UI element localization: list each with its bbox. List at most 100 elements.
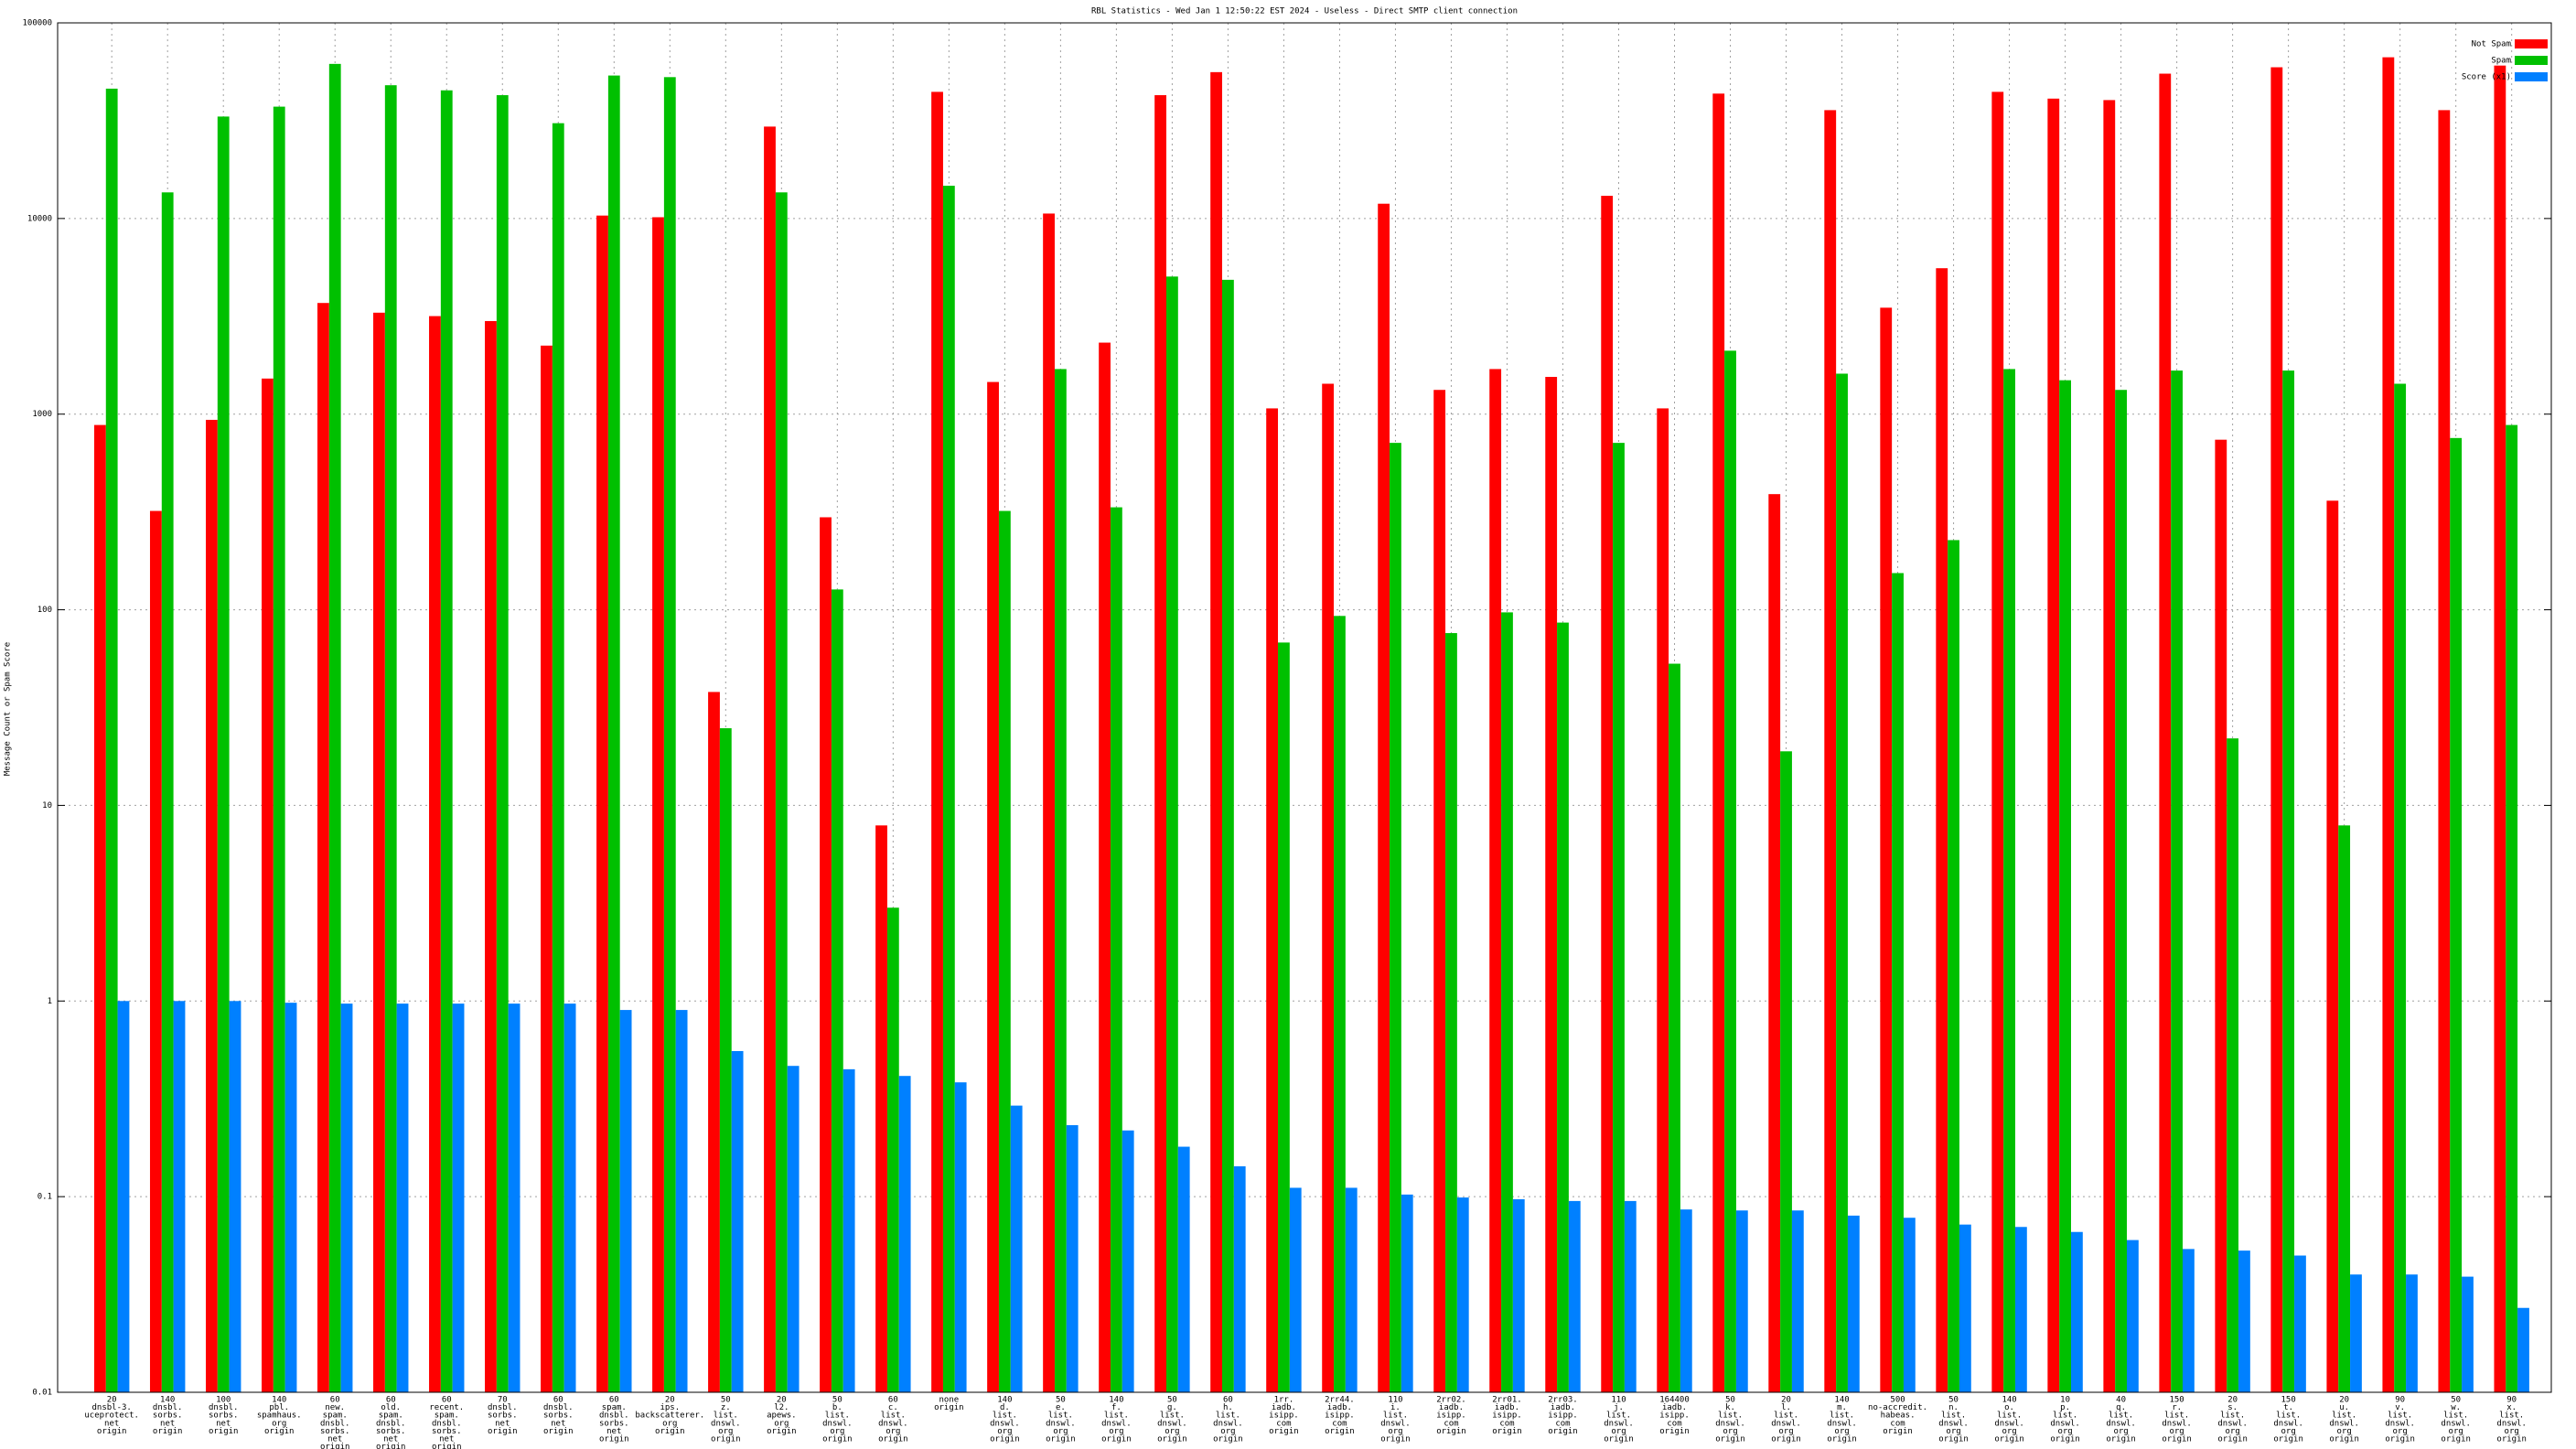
bar bbox=[1557, 622, 1569, 1392]
x-tick-label: dnswl. bbox=[2385, 1419, 2415, 1428]
x-tick-label: org bbox=[1053, 1427, 1068, 1436]
x-tick-label: new. bbox=[325, 1403, 345, 1412]
x-tick-label: dnsbl-3. bbox=[92, 1403, 132, 1412]
bar bbox=[2517, 1307, 2529, 1392]
x-tick-label: 150 bbox=[2169, 1396, 2184, 1405]
y-tick-label: 1000 bbox=[32, 410, 52, 419]
x-tick-label: 20 bbox=[107, 1396, 117, 1405]
x-tick-label: net bbox=[551, 1419, 565, 1428]
x-tick-label: spam. bbox=[602, 1403, 627, 1412]
bar bbox=[1345, 1187, 1358, 1392]
y-tick-label: 10 bbox=[42, 801, 52, 810]
bar bbox=[149, 510, 162, 1392]
x-tick-label: 90 bbox=[2506, 1396, 2517, 1405]
x-tick-label: com bbox=[1276, 1419, 1291, 1428]
x-tick-label: g. bbox=[1167, 1403, 1177, 1412]
x-tick-label: 110 bbox=[1611, 1396, 1626, 1405]
bar bbox=[1735, 1210, 1748, 1392]
bar bbox=[1936, 268, 1948, 1393]
x-tick-label: origin bbox=[1548, 1427, 1578, 1436]
x-tick-label: origin bbox=[711, 1435, 741, 1444]
x-tick-label: iadb. bbox=[1272, 1403, 1296, 1412]
x-tick-label: net bbox=[160, 1419, 175, 1428]
x-tick-label: old. bbox=[381, 1403, 401, 1412]
bar bbox=[2238, 1250, 2250, 1392]
bar bbox=[2171, 370, 2184, 1393]
bar bbox=[284, 1003, 297, 1392]
x-tick-label: net bbox=[327, 1435, 342, 1444]
x-tick-label: o. bbox=[2004, 1403, 2014, 1412]
bar bbox=[1322, 383, 1335, 1392]
x-tick-label: dnswl. bbox=[1827, 1419, 1857, 1428]
x-tick-label: origin bbox=[2273, 1435, 2303, 1444]
x-tick-label: origin bbox=[264, 1427, 295, 1436]
bar bbox=[1334, 616, 1346, 1392]
x-tick-label: org bbox=[1778, 1427, 1793, 1436]
y-tick-label: 0.01 bbox=[32, 1389, 52, 1398]
bar bbox=[2294, 1255, 2306, 1392]
x-tick-label: none bbox=[939, 1396, 960, 1405]
bar bbox=[2215, 439, 2227, 1392]
x-tick-label: 2rr01. bbox=[1492, 1396, 1522, 1405]
x-tick-label: list. bbox=[825, 1411, 850, 1421]
x-tick-label: list. bbox=[1383, 1411, 1408, 1421]
x-tick-label: org bbox=[1220, 1427, 1235, 1436]
x-tick-label: dnswl. bbox=[2273, 1419, 2303, 1428]
bar bbox=[1712, 93, 1725, 1393]
x-tick-label: origin bbox=[1771, 1435, 1801, 1444]
x-tick-label: dnsbl. bbox=[153, 1403, 183, 1412]
x-tick-label: iadb. bbox=[1495, 1403, 1519, 1412]
bar bbox=[1099, 342, 1111, 1393]
x-tick-label: origin bbox=[2441, 1435, 2471, 1444]
bar bbox=[2159, 73, 2172, 1393]
x-tick-label: origin bbox=[1269, 1427, 1299, 1436]
x-tick-label: 110 bbox=[1388, 1396, 1402, 1405]
x-tick-label: list. bbox=[1216, 1411, 1240, 1421]
legend-label: Score (x1) bbox=[2462, 73, 2511, 82]
x-tick-label: list. bbox=[2388, 1411, 2412, 1421]
x-tick-label: r. bbox=[2172, 1403, 2182, 1412]
x-tick-label: dnswl. bbox=[1994, 1419, 2024, 1428]
x-tick-label: 60 bbox=[330, 1396, 340, 1405]
x-tick-label: uceprotect. bbox=[84, 1411, 139, 1421]
x-tick-label: dnsbl. bbox=[488, 1403, 518, 1412]
x-tick-label: origin bbox=[2162, 1435, 2192, 1444]
x-tick-label: 140 bbox=[160, 1396, 175, 1405]
bar bbox=[1568, 1200, 1581, 1392]
bar bbox=[2350, 1274, 2362, 1392]
x-tick-label: list. bbox=[2443, 1411, 2468, 1421]
x-tick-label: 50 bbox=[721, 1396, 731, 1405]
x-tick-label: dnswl. bbox=[2050, 1419, 2080, 1428]
x-tick-label: org bbox=[1165, 1427, 1179, 1436]
bar bbox=[1445, 633, 1457, 1392]
x-tick-label: dnswl. bbox=[1938, 1419, 1969, 1428]
bar bbox=[820, 517, 832, 1392]
bar bbox=[619, 1010, 632, 1392]
x-tick-label: isipp. bbox=[1269, 1411, 1299, 1421]
x-tick-label: dnswl. bbox=[1101, 1419, 1132, 1428]
x-tick-label: ips. bbox=[660, 1403, 680, 1412]
x-tick-label: list. bbox=[2109, 1411, 2133, 1421]
x-tick-label: list. bbox=[1941, 1411, 1966, 1421]
legend-label: Spam bbox=[2491, 57, 2511, 66]
bar bbox=[1948, 540, 1959, 1392]
x-tick-label: dnswl. bbox=[878, 1419, 908, 1428]
x-tick-label: origin bbox=[153, 1427, 183, 1436]
chart-title: RBL Statistics - Wed Jan 1 12:50:22 EST … bbox=[1091, 7, 1518, 16]
x-tick-label: dnsbl. bbox=[599, 1411, 629, 1421]
bar bbox=[875, 825, 887, 1392]
x-tick-label: org bbox=[662, 1419, 677, 1428]
x-tick-label: 20 bbox=[1781, 1396, 1791, 1405]
bar bbox=[396, 1004, 409, 1392]
x-tick-label: isipp. bbox=[1492, 1411, 1522, 1421]
x-tick-label: origin bbox=[990, 1435, 1020, 1444]
bar bbox=[2227, 738, 2239, 1392]
y-tick-label: 10000 bbox=[27, 214, 52, 223]
x-tick-label: origin bbox=[2050, 1435, 2080, 1444]
bar bbox=[1724, 350, 1736, 1393]
x-tick-label: list. bbox=[2499, 1411, 2524, 1421]
x-tick-label: list. bbox=[714, 1411, 738, 1421]
x-tick-label: origin bbox=[1938, 1435, 1969, 1444]
